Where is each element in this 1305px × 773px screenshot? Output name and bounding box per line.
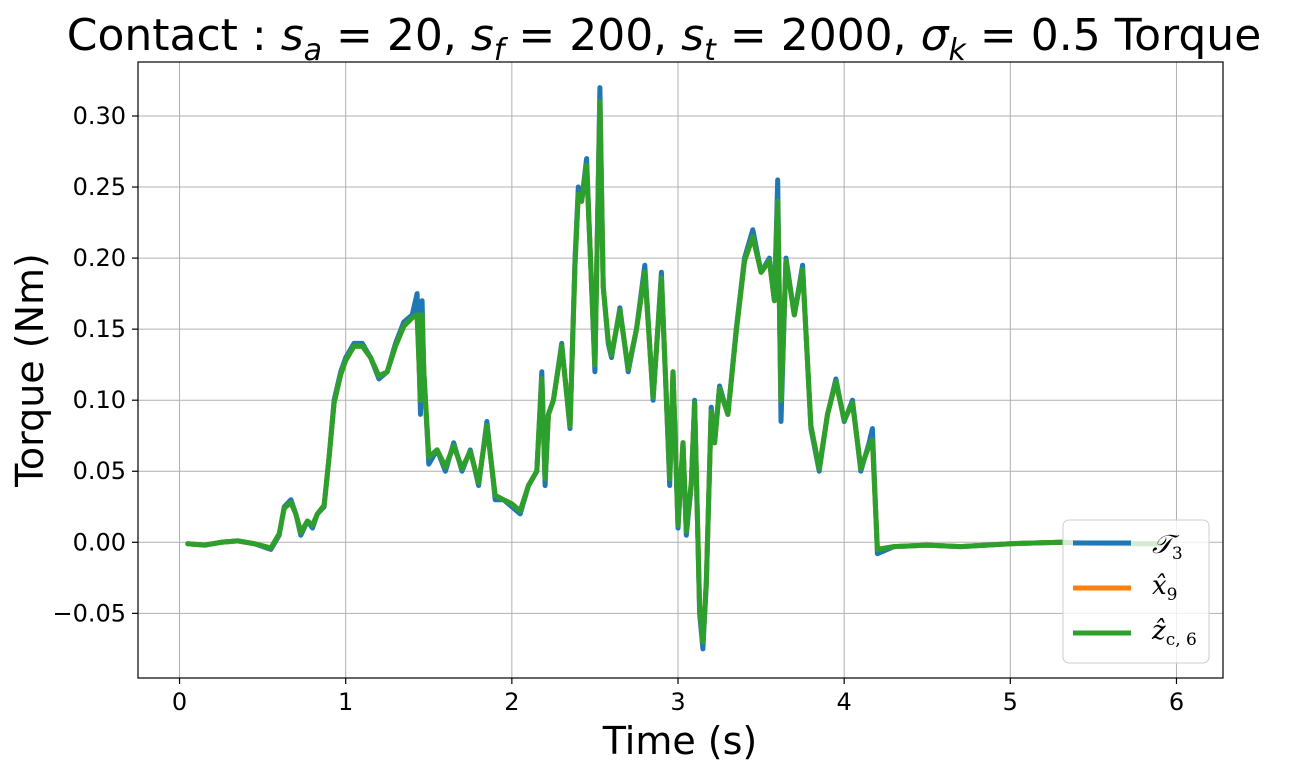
- legend-label-x9: x̂9: [1152, 571, 1178, 605]
- y-tick-label: 0.20: [73, 244, 126, 272]
- x-tick-label: 5: [1003, 688, 1018, 716]
- y-tick-label: 0.10: [73, 386, 126, 414]
- plot-area-frame: [137, 61, 1224, 679]
- y-axis-ticks: −0.05 0.00 0.05 0.10 0.15 0.20 0.25 0.30: [52, 102, 138, 627]
- x-tick-label: 2: [504, 688, 519, 716]
- y-tick-label: 0.30: [73, 102, 126, 130]
- legend-box: [1062, 519, 1210, 664]
- x-tick-label: 0: [172, 688, 187, 716]
- y-axis-label: Torque (Nm): [8, 253, 52, 488]
- y-tick-label: 0.00: [73, 528, 126, 556]
- x-tick-label: 6: [1169, 688, 1184, 716]
- x-tick-label: 4: [837, 688, 852, 716]
- y-tick-label: 0.05: [73, 457, 126, 485]
- y-tick-label: −0.05: [52, 599, 126, 627]
- legend-label-zc6: ẑc, 6: [1151, 616, 1197, 650]
- x-tick-label: 3: [670, 688, 685, 716]
- y-tick-label: 0.15: [73, 315, 126, 343]
- legend: 𝒯3 x̂9 ẑc, 6: [1062, 519, 1210, 664]
- y-tick-label: 0.25: [73, 173, 126, 201]
- series-lines: [185, 85, 1163, 652]
- chart-title: Contact : sa = 20, sf = 200, st = 2000, …: [67, 10, 1262, 68]
- x-tick-label: 1: [338, 688, 353, 716]
- series-line-zc6: [185, 99, 1163, 645]
- x-axis-ticks: 0 1 2 3 4 5 6: [172, 678, 1184, 716]
- x-axis-label: Time (s): [602, 719, 758, 763]
